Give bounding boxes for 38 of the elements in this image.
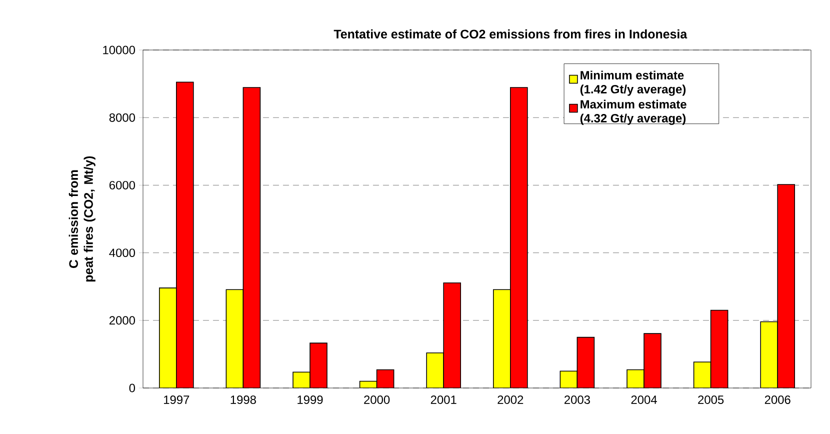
bar bbox=[242, 87, 261, 388]
x-tick-label: 2006 bbox=[764, 396, 790, 404]
y-tick-label: 6000 bbox=[109, 180, 136, 190]
y-tick-label: 2000 bbox=[109, 316, 136, 325]
x-tick-label: 1999 bbox=[298, 396, 323, 404]
x-tick-label: 2003 bbox=[564, 396, 590, 404]
bar bbox=[443, 282, 462, 388]
legend-label: Maximum estimate (4.32 Gt/y average) bbox=[580, 100, 686, 125]
bar bbox=[310, 342, 328, 388]
x-tick-label: 2005 bbox=[698, 396, 724, 404]
x-tick-label: 2001 bbox=[430, 396, 456, 404]
bar bbox=[376, 369, 394, 388]
bar bbox=[426, 352, 444, 388]
x-tick-label: 2004 bbox=[631, 396, 657, 404]
bar bbox=[493, 289, 511, 388]
y-tick-label: 4000 bbox=[109, 248, 136, 258]
x-tick-label: 1998 bbox=[230, 396, 256, 404]
y-tick-label: 10000 bbox=[103, 46, 136, 54]
bar bbox=[226, 289, 244, 388]
y-tick-label: 0 bbox=[129, 384, 136, 392]
legend-label: Minimum estimate (1.42 Gt/y average) bbox=[580, 70, 686, 96]
bar bbox=[644, 333, 662, 388]
y-tick-label: 8000 bbox=[109, 113, 136, 122]
x-tick-label: 2002 bbox=[498, 396, 524, 404]
bar bbox=[710, 310, 728, 388]
bar bbox=[510, 87, 528, 388]
bar bbox=[159, 288, 177, 388]
y-axis-title: C emission from peat fires (CO2, Mt/y) bbox=[68, 156, 96, 282]
bar bbox=[176, 82, 194, 388]
bar bbox=[760, 321, 778, 388]
bar bbox=[626, 369, 644, 388]
bar bbox=[777, 184, 796, 388]
bar bbox=[560, 370, 578, 388]
x-tick-label: 1997 bbox=[164, 396, 190, 404]
bar bbox=[693, 362, 712, 388]
chart-title: Tentative estimate of CO2 emissions from fires in Indonesia bbox=[334, 29, 688, 38]
bar bbox=[576, 336, 595, 388]
x-tick-label: 2000 bbox=[364, 396, 390, 404]
